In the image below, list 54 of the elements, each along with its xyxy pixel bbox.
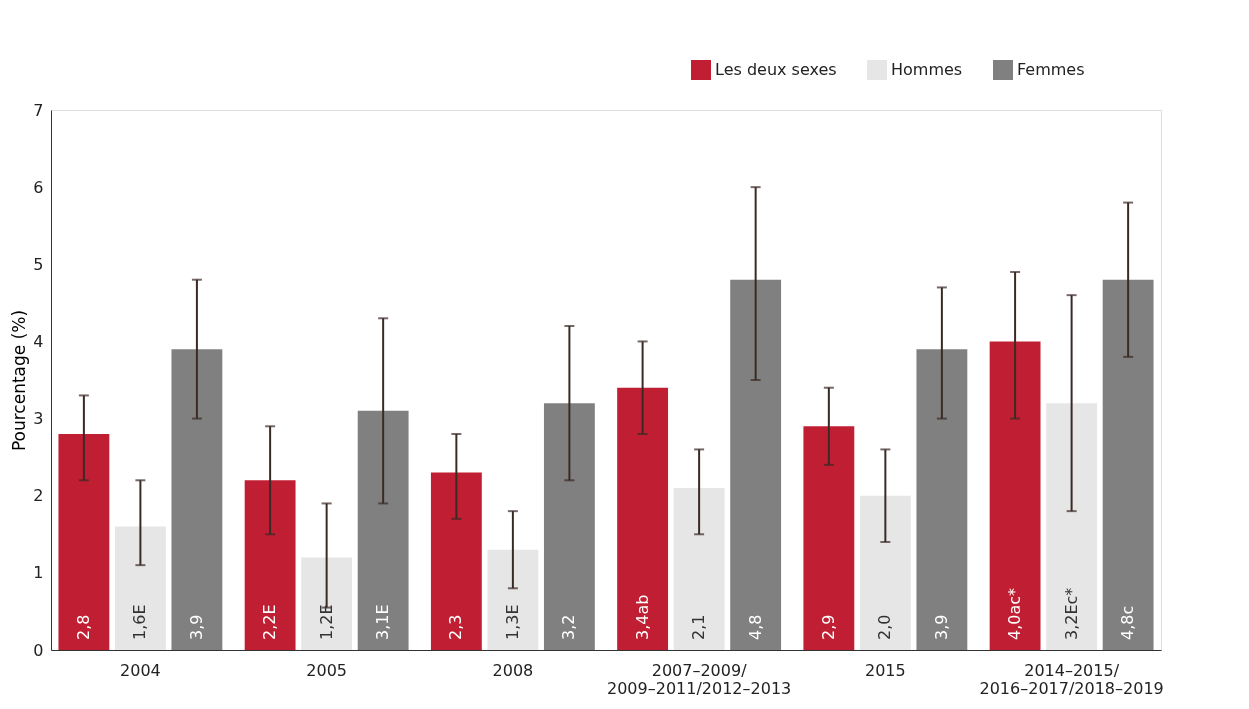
bar [617,387,669,650]
data-label: 3,4ab [632,594,652,640]
y-tick-label: 2 [33,486,44,506]
x-tick-label: 2005 [306,660,347,680]
data-label: 1,6E [130,604,150,640]
legend-label: Femmes [1017,60,1085,79]
data-label: 2,0 [875,614,895,640]
data-label: 4,8c [1118,605,1138,640]
bar [430,472,482,650]
data-label: 3,9 [186,614,206,640]
data-label: 3,2 [559,614,579,640]
legend-label: Hommes [891,60,963,79]
bar [301,557,353,650]
x-tick-label: 2015 [865,660,906,680]
bar [803,426,855,650]
bar [1102,279,1154,650]
bar [989,341,1041,650]
x-tick-label: 2007–2009/ 2009–2011/2012–2013 [606,660,792,698]
data-label: 2,1 [689,614,709,640]
legend-label: Les deux sexes [715,60,837,79]
bar [58,434,110,650]
bar [357,410,409,650]
bar [543,403,595,650]
data-label: 4,8 [745,614,765,640]
data-label: 1,3E [502,604,522,640]
data-label: 2,2E [260,604,280,640]
y-tick-label: 1 [33,563,44,583]
bar [244,480,296,650]
data-label: 3,9 [931,614,951,640]
y-tick-label: 3 [33,409,44,429]
bar [1046,403,1098,650]
bar [487,549,539,650]
data-label: 2,3 [446,614,466,640]
data-label: 4,0ac* [1005,587,1025,640]
data-label: 2,8 [73,614,93,640]
y-tick-label: 4 [33,331,44,351]
bar [730,279,782,650]
bar [673,488,725,650]
bar [916,349,968,650]
x-tick-label: 2014–2015/ 2016–2017/2018–2019 [979,660,1164,698]
y-tick-label: 5 [33,254,44,274]
bar [114,526,166,650]
data-label: 1,2E [316,604,336,640]
data-label: 3,1E [373,604,393,640]
data-label: 3,2Ec* [1061,587,1081,640]
y-tick-label: 0 [33,640,44,660]
bar [171,349,223,650]
data-label: 2,9 [818,614,838,640]
y-tick-label: 6 [33,177,44,197]
x-tick-label: 2004 [120,660,161,680]
y-tick-label: 7 [33,100,44,120]
bar [859,495,911,650]
x-tick-label: 2008 [492,660,534,680]
y-axis-title: Pourcentage (%) [9,309,30,452]
